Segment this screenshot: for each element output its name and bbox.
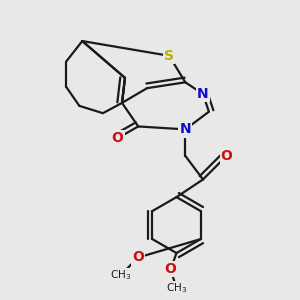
Text: N: N: [197, 87, 209, 101]
Text: N: N: [179, 122, 191, 136]
Text: O: O: [165, 262, 176, 276]
Text: O: O: [220, 149, 232, 163]
Text: CH$_3$: CH$_3$: [110, 268, 131, 282]
Text: CH$_3$: CH$_3$: [166, 281, 187, 295]
Text: S: S: [164, 49, 174, 63]
Text: O: O: [112, 131, 124, 145]
Text: O: O: [132, 250, 144, 265]
